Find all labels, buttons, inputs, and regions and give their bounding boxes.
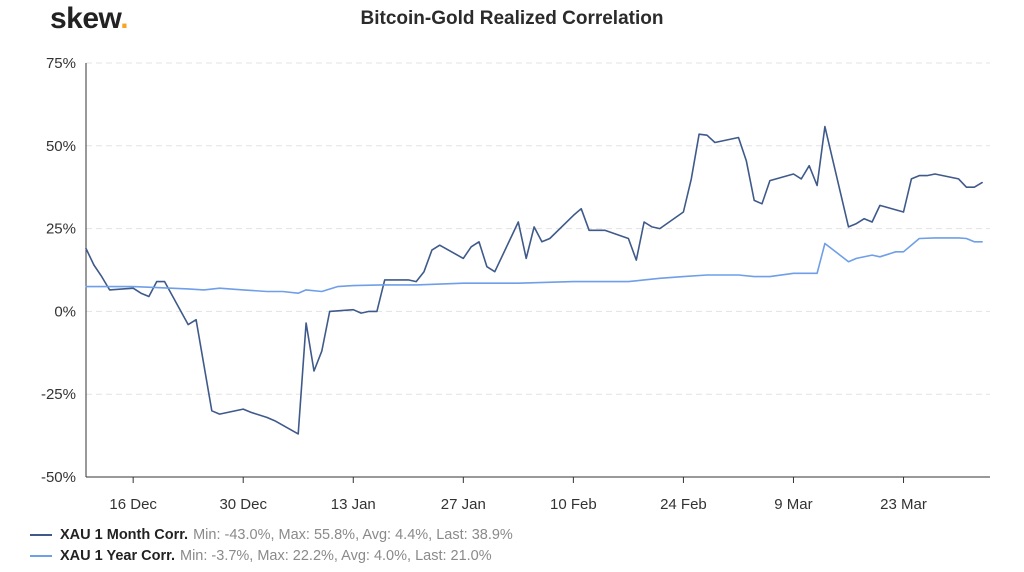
- y-tick-label: -25%: [41, 386, 76, 403]
- line-chart: 75% 50% 25% 0% -25% -50% 16 Dec 30 Dec 13 Jan 27 …: [41, 55, 990, 513]
- y-tick-label: 50%: [46, 138, 76, 155]
- series-lines: [85, 125, 983, 435]
- y-tick-label: 75%: [46, 55, 76, 72]
- y-tick-label: 0%: [54, 303, 76, 320]
- legend-swatch-1-month: [30, 533, 52, 536]
- x-tick-label: 23 Mar: [880, 496, 927, 513]
- x-tick-label: 13 Jan: [331, 496, 376, 513]
- legend-item-1-year[interactable]: XAU 1 Year Corr. Min: -3.7%, Max: 22.2%,…: [30, 545, 513, 566]
- legend-item-1-month[interactable]: XAU 1 Month Corr. Min: -43.0%, Max: 55.8…: [30, 524, 513, 545]
- x-tick-label: 30 Dec: [219, 496, 267, 513]
- legend-series-stats: Min: -3.7%, Max: 22.2%, Avg: 4.0%, Last:…: [180, 547, 492, 564]
- series-line-1-year: [85, 237, 983, 295]
- series-line-1-month: [85, 125, 983, 435]
- skew-logo: skew.: [50, 2, 129, 36]
- axes: 75% 50% 25% 0% -25% -50% 16 Dec 30 Dec 13 Jan 27 …: [41, 55, 990, 513]
- logo-dot: .: [120, 2, 129, 35]
- legend-swatch-1-year: [30, 554, 52, 557]
- x-tick-label: 24 Feb: [660, 496, 707, 513]
- x-tick-label: 9 Mar: [774, 496, 812, 513]
- chart-title: Bitcoin-Gold Realized Correlation: [360, 8, 664, 29]
- y-tick-label: 25%: [46, 221, 76, 238]
- legend-series-name: XAU 1 Month Corr.: [60, 526, 189, 543]
- legend: XAU 1 Month Corr. Min: -43.0%, Max: 55.8…: [30, 524, 513, 566]
- x-tick-label: 10 Feb: [550, 496, 597, 513]
- x-tick-label: 27 Jan: [441, 496, 486, 513]
- y-tick-label: -50%: [41, 469, 76, 486]
- logo-text: skew: [50, 2, 121, 35]
- legend-series-stats: Min: -43.0%, Max: 55.8%, Avg: 4.4%, Last…: [193, 526, 513, 543]
- legend-series-name: XAU 1 Year Corr.: [60, 547, 175, 564]
- x-tick-label: 16 Dec: [109, 496, 157, 513]
- grid-lines: [86, 62, 990, 395]
